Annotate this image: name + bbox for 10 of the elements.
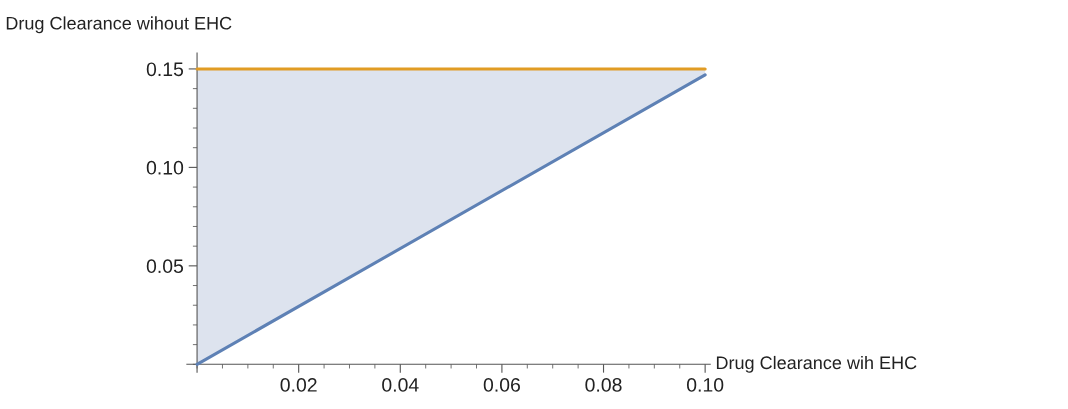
y-tick-label: 0.05 [146, 259, 184, 274]
y-axis-title: Drug Clearance wihout EHC [6, 16, 232, 34]
y-tick-label: 0.15 [146, 62, 184, 77]
x-tick-label: 0.04 [382, 378, 419, 392]
y-tick-label: 0.10 [146, 160, 184, 175]
x-tick-label: 0.08 [585, 378, 622, 392]
x-tick-label: 0.02 [280, 378, 317, 392]
x-tick-label: 0.10 [686, 378, 724, 392]
x-tick-label: 0.06 [483, 378, 520, 392]
x-axis-title: Drug Clearance wih EHC [716, 355, 917, 373]
